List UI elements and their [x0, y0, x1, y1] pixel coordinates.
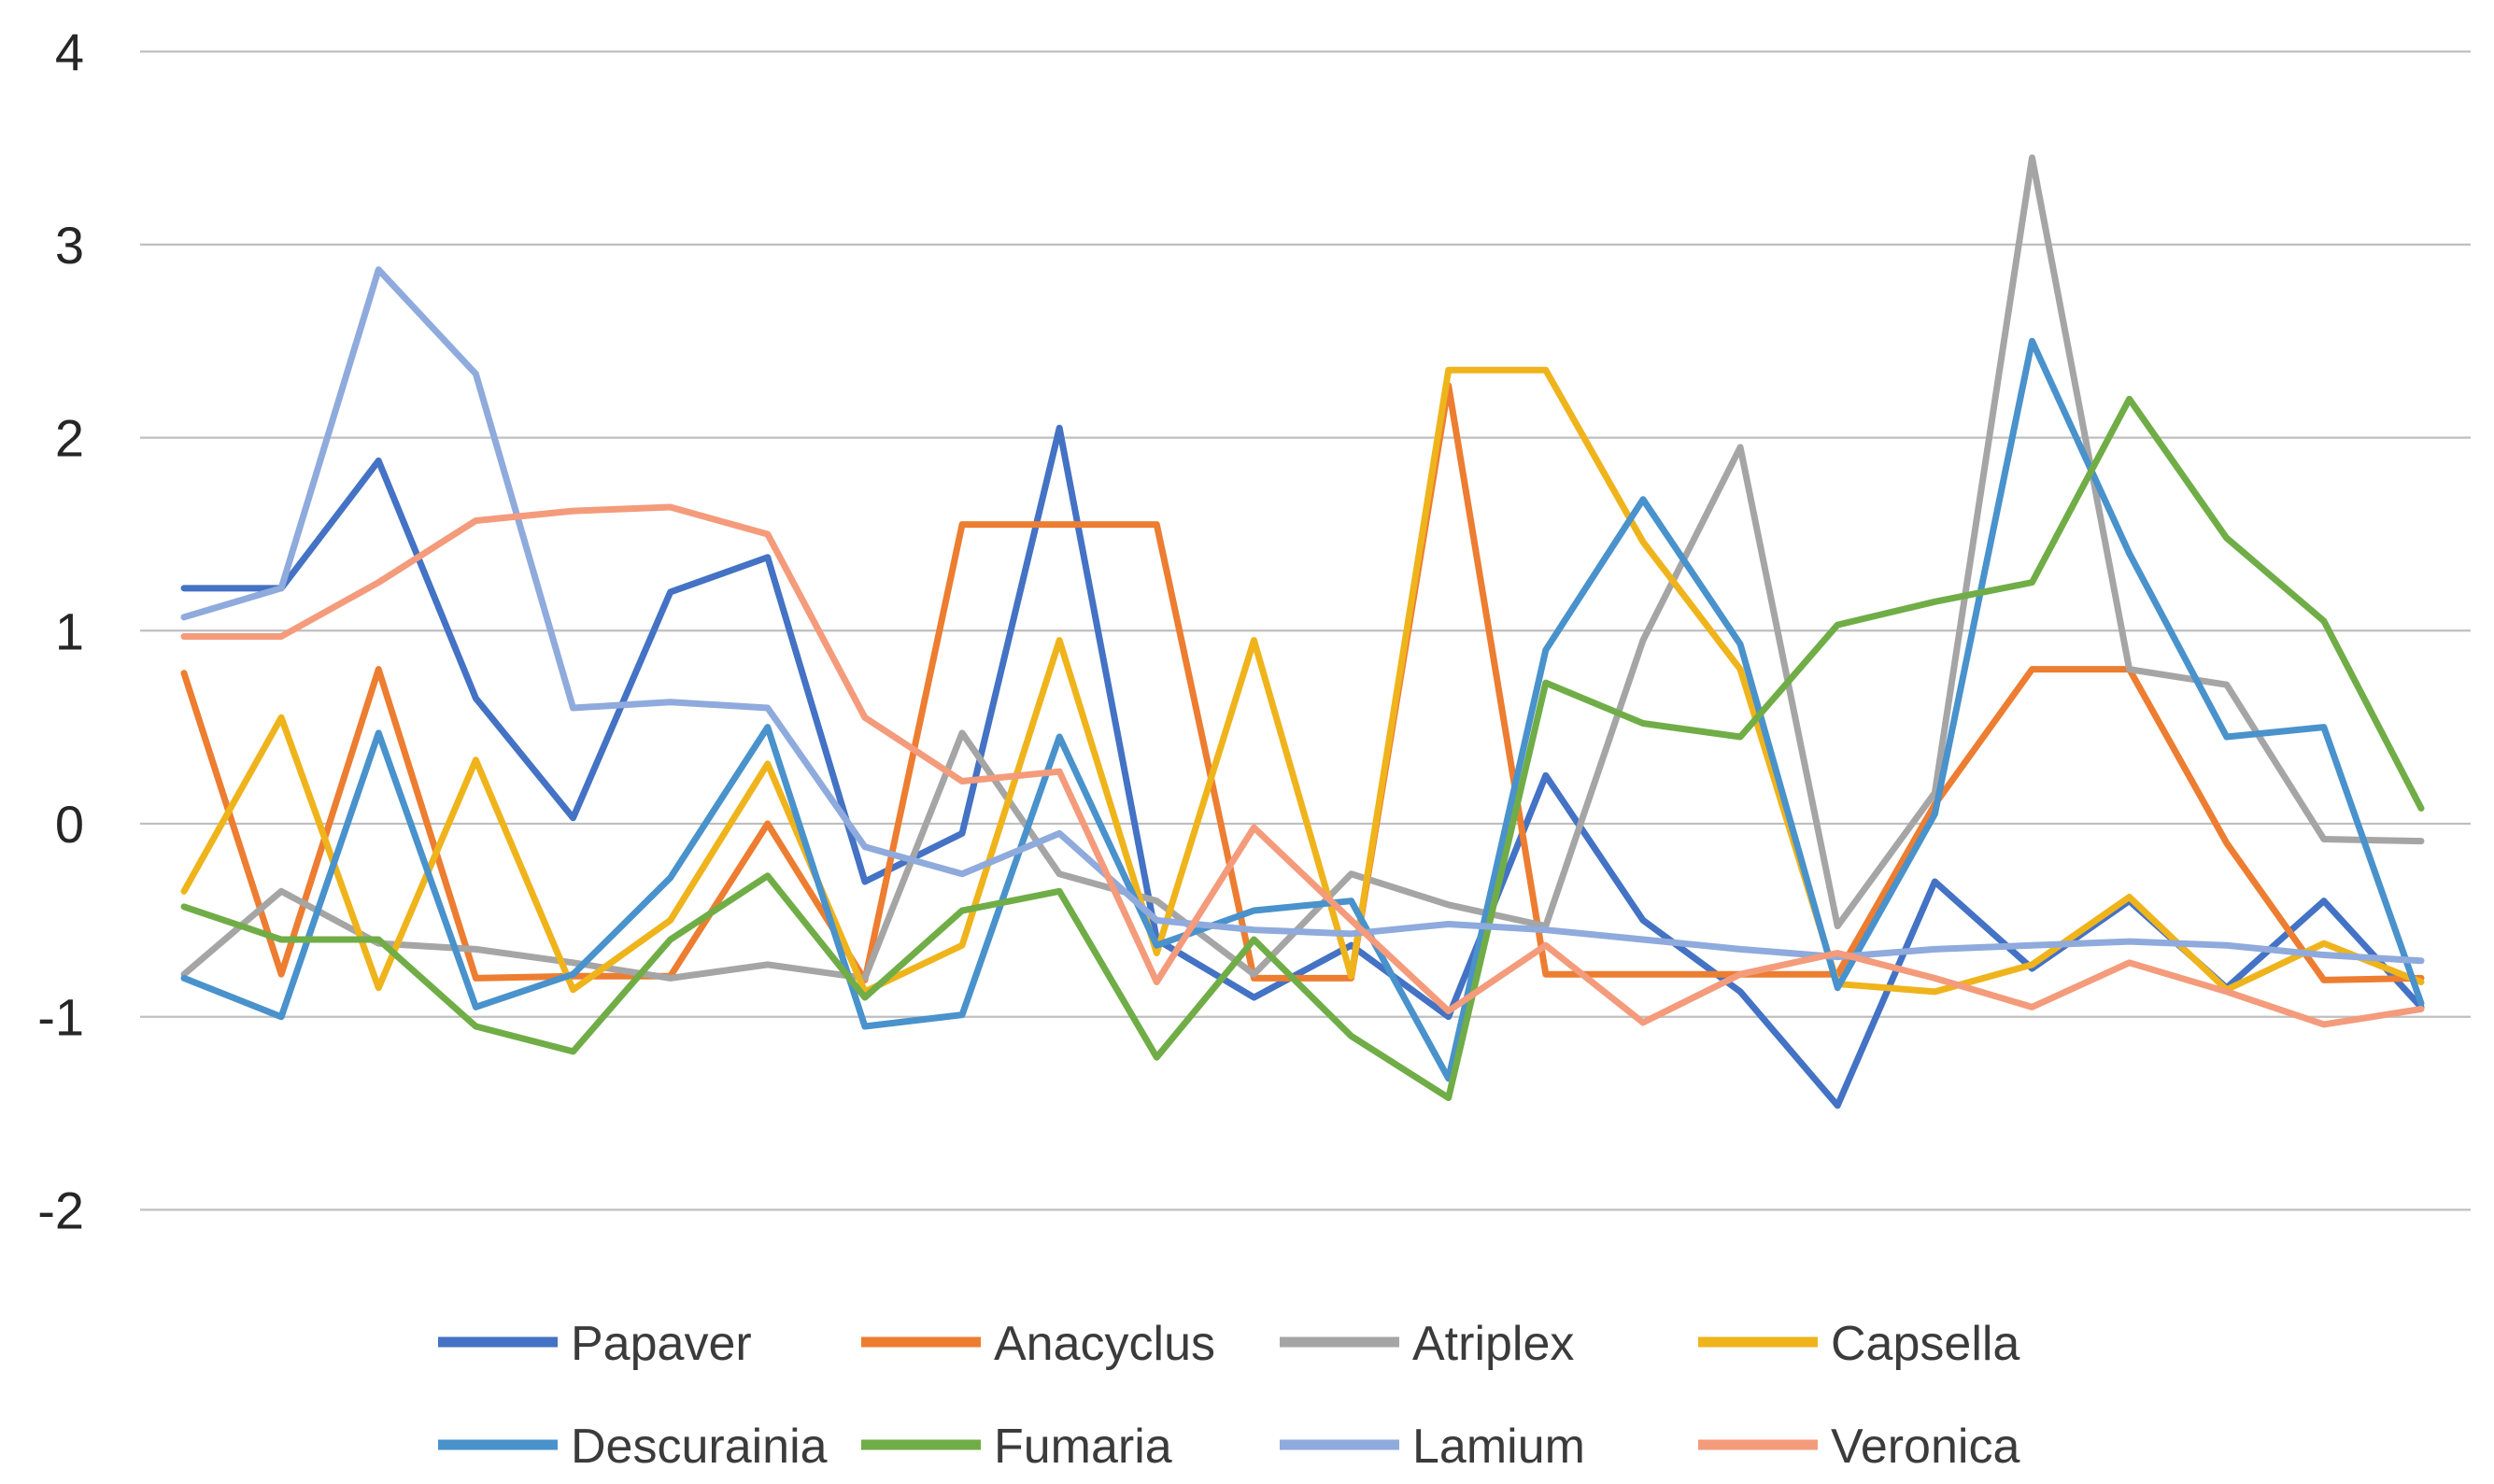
- legend-label-capsella: Capsella: [1831, 1317, 2019, 1371]
- y-axis-label-4: 4: [55, 22, 84, 81]
- y-axis-label-1: 1: [55, 601, 84, 660]
- y-axis-label-minus-2: -2: [37, 1180, 84, 1239]
- series-line-lamium: [180, 266, 2425, 965]
- legend-label-descurainia: Descurainia: [571, 1420, 828, 1474]
- legend-label-atriplex: Atriplex: [1412, 1317, 1574, 1371]
- legend-item-anacyclus: Anacyclus: [861, 1317, 1215, 1371]
- y-axis-label-2: 2: [55, 409, 84, 468]
- legend-label-veronica: Veronica: [1831, 1420, 2019, 1474]
- data-series-lines: [180, 154, 2425, 1109]
- y-axis-label-0: 0: [55, 795, 84, 854]
- legend-label-fumaria: Fumaria: [994, 1420, 1172, 1474]
- y-axis-tick-labels: 4 3 2 1 0 -1 -2: [37, 22, 84, 1239]
- series-line-atriplex: [180, 154, 2425, 982]
- legend-item-atriplex: Atriplex: [1280, 1317, 1574, 1371]
- legend-item-lamium: Lamium: [1280, 1420, 1585, 1474]
- legend-item-papaver: Papaver: [438, 1317, 752, 1371]
- legend: Papaver Anacyclus Atriplex Capsella Descurai…: [438, 1317, 2019, 1474]
- series-line-fumaria: [180, 395, 2425, 1102]
- series-line-descurainia: [180, 337, 2425, 1082]
- y-axis-label-3: 3: [55, 216, 84, 275]
- legend-item-fumaria: Fumaria: [861, 1420, 1172, 1474]
- legend-item-veronica: Veronica: [1698, 1420, 2019, 1474]
- legend-item-descurainia: Descurainia: [438, 1420, 828, 1474]
- y-axis-label-minus-1: -1: [37, 988, 84, 1047]
- series-line-capsella: [180, 366, 2425, 996]
- series-line-veronica: [180, 503, 2425, 1028]
- legend-label-papaver: Papaver: [571, 1317, 752, 1371]
- legend-label-anacyclus: Anacyclus: [994, 1317, 1215, 1371]
- legend-item-capsella: Capsella: [1698, 1317, 2019, 1371]
- legend-label-lamium: Lamium: [1412, 1420, 1585, 1474]
